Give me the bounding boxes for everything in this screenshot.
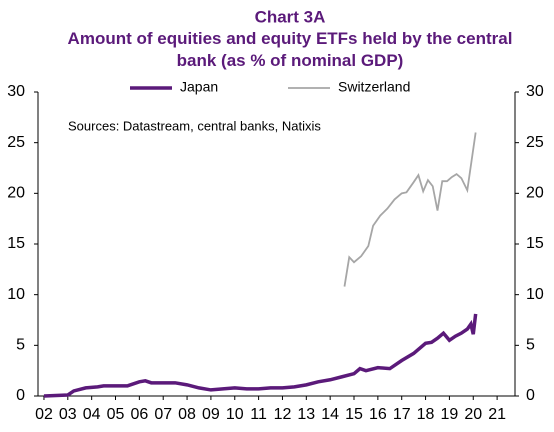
chart-title: Chart 3A [255, 7, 326, 26]
y-tick-label: 5 [16, 337, 25, 354]
x-tick-label: 04 [83, 406, 101, 423]
x-tick-label: 13 [297, 406, 315, 423]
x-tick-label: 17 [393, 406, 411, 423]
x-tick-label: 08 [178, 406, 196, 423]
series-line [343, 132, 477, 287]
x-tick-label: 19 [441, 406, 459, 423]
subtitle-box: Amount of equities and equity ETFs held … [67, 29, 513, 70]
y-tick-label: 30 [7, 83, 25, 100]
x-tick-label: 18 [417, 406, 435, 423]
y-tick-label: 15 [7, 235, 25, 252]
x-tick-label: 15 [345, 406, 363, 423]
y-tick-label: 10 [7, 286, 25, 303]
x-tick-label: 20 [464, 406, 482, 423]
y2-tick-label: 0 [526, 387, 535, 404]
y-tick-label: 0 [16, 387, 25, 404]
x-tick-label: 09 [202, 406, 220, 423]
y2-tick-label: 25 [526, 134, 544, 151]
y-tick-label: 20 [7, 185, 25, 202]
source-note: Sources: Datastream, central banks, Nati… [68, 118, 321, 133]
y2-tick-label: 10 [526, 286, 544, 303]
x-tick-label: 12 [274, 406, 292, 423]
x-tick-label: 21 [488, 406, 506, 423]
y2-tick-label: 20 [526, 185, 544, 202]
y2-tick-label: 15 [526, 235, 544, 252]
x-tick-label: 10 [226, 406, 244, 423]
y2-tick-label: 5 [526, 337, 535, 354]
x-tick-label: 05 [107, 406, 125, 423]
x-tick-label: 02 [35, 406, 53, 423]
series-line [43, 313, 478, 398]
x-tick-label: 03 [59, 406, 77, 423]
y-tick-label: 25 [7, 134, 25, 151]
legend-label: Japan [180, 79, 218, 95]
legend-label: Switzerland [338, 79, 410, 95]
x-tick-label: 14 [321, 406, 339, 423]
x-tick-label: 06 [130, 406, 148, 423]
x-tick-label: 11 [250, 406, 267, 423]
chart-subtitle: Amount of equities and equity ETFs held … [67, 29, 513, 70]
x-tick-label: 07 [154, 406, 172, 423]
y2-tick-label: 30 [526, 83, 544, 100]
x-tick-label: 16 [369, 406, 387, 423]
